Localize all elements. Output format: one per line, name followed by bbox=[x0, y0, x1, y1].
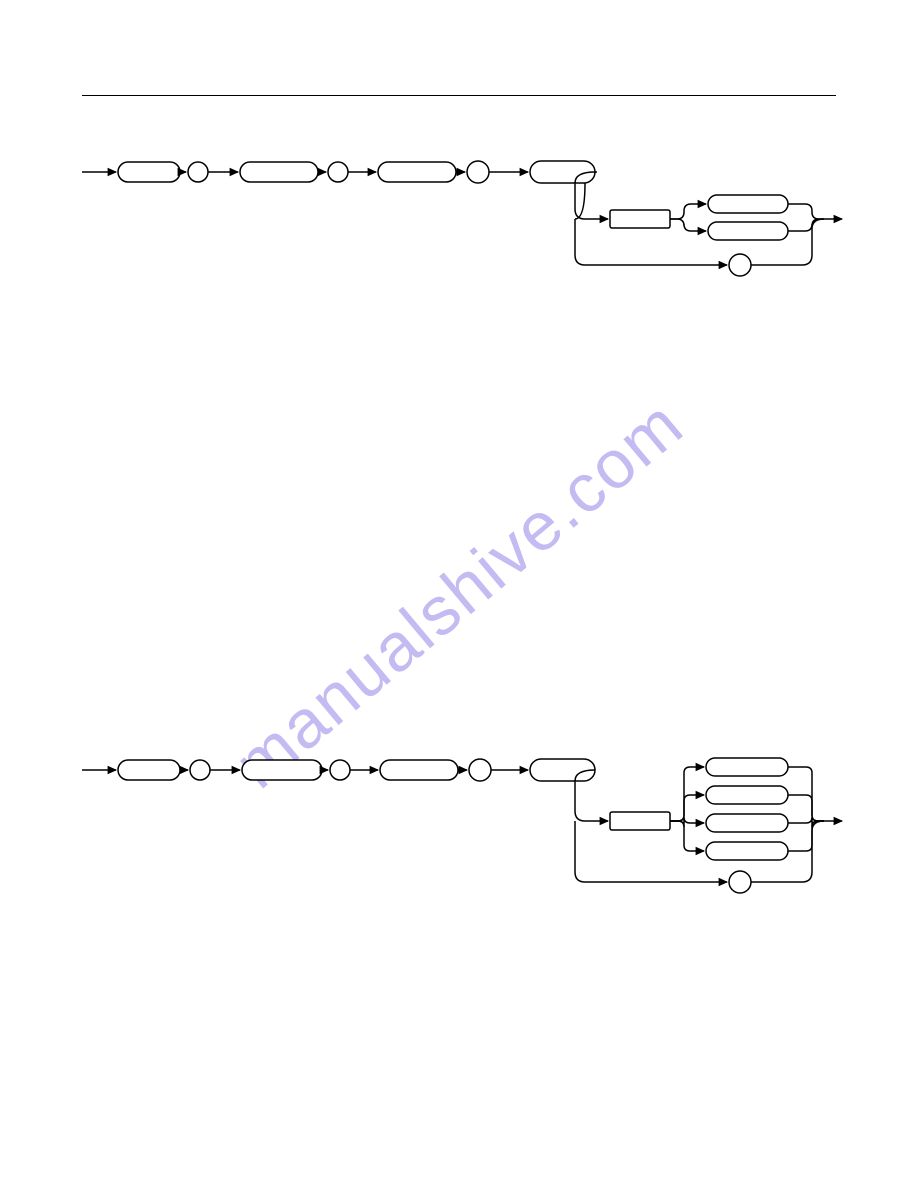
syntax-diagram-2 bbox=[82, 758, 842, 893]
diagrams-canvas bbox=[0, 0, 918, 1188]
syntax-diagram-1 bbox=[82, 161, 842, 276]
